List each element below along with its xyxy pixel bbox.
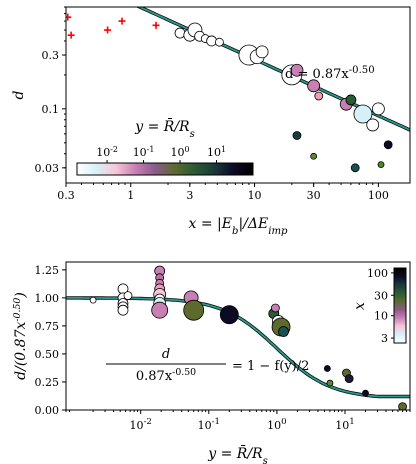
- bottom-ytick-label: 0.75: [35, 320, 60, 333]
- bottom-xtick-label: 10-2: [130, 417, 152, 432]
- bottom-colorbar: [393, 267, 407, 344]
- top-data-point: [371, 102, 385, 116]
- bottom-plot-area: [66, 265, 410, 410]
- top-axes-frame: [65, 6, 411, 184]
- bottom-data-point: [89, 296, 97, 304]
- bottom-xtick-label: 101: [335, 417, 355, 432]
- top-xtick-label: 1: [127, 189, 134, 202]
- bottom-colorbar-tick-label: 30: [374, 289, 388, 302]
- bottom-axes-frame: [65, 261, 411, 411]
- bottom-ytick-label: 0.25: [35, 376, 60, 389]
- bottom-colorbar-tick-label: 3: [381, 332, 388, 345]
- bottom-ytick-label: 0.00: [35, 404, 60, 417]
- bottom-data-point: [117, 304, 129, 316]
- top-colorbar-tick-label: 100: [171, 145, 190, 160]
- bottom-ytick-label: 1.25: [35, 264, 60, 277]
- bottom-data-point: [151, 301, 169, 319]
- top-plus-point: [67, 31, 75, 39]
- top-ytick-label: 0.3: [42, 49, 60, 62]
- top-data-point: [307, 79, 321, 93]
- bottom-data-point: [344, 374, 354, 384]
- top-data-point: [366, 118, 380, 132]
- top-plus-point: [104, 26, 112, 34]
- bottom-data-point: [362, 389, 369, 397]
- top-data-point: [383, 140, 393, 150]
- bottom-ytick-label: 1.00: [35, 292, 60, 305]
- top-xlabel: x = |Eb|/ΔEimp: [189, 216, 288, 237]
- top-ytick-label: 0.03: [35, 162, 60, 175]
- bottom-data-point: [123, 291, 133, 301]
- top-colorbar-tick-label: 101: [207, 145, 226, 160]
- bottom-colorbar-tick-label: 10: [374, 310, 388, 323]
- top-data-point: [206, 35, 218, 47]
- top-data-point: [353, 104, 373, 124]
- top-data-point: [290, 63, 304, 77]
- bottom-data-point: [270, 303, 280, 313]
- bottom-data-point: [183, 299, 205, 321]
- bottom-data-point: [326, 379, 334, 387]
- top-xtick-label: 10: [248, 189, 262, 202]
- top-plus-point: [152, 21, 160, 29]
- top-data-point: [174, 27, 186, 39]
- top-data-point: [377, 161, 385, 169]
- top-data-point: [215, 37, 224, 47]
- top-colorbar: [76, 162, 254, 176]
- top-plus-point: [66, 13, 72, 21]
- bottom-ylabel: d/(0.87x-0.50): [12, 292, 30, 380]
- top-colorbar-label: y = R̄/Rs: [134, 117, 195, 139]
- top-xtick-label: 0.3: [57, 189, 75, 202]
- bottom-colorbar-label: x: [352, 302, 368, 310]
- bottom-data-point: [219, 305, 239, 325]
- bottom-ytick-label: 0.50: [35, 348, 60, 361]
- bottom-annotation-denominator: 0.87x-0.50: [136, 367, 196, 385]
- top-colorbar-tick-label: 10-2: [96, 145, 118, 160]
- bottom-annotation-numerator: d: [162, 347, 170, 362]
- bottom-xtick-label: 10-1: [198, 417, 220, 432]
- top-colorbar-tick-label: 10-1: [133, 145, 155, 160]
- top-ylabel: d: [11, 90, 27, 99]
- top-plus-point: [118, 17, 126, 25]
- top-data-point: [350, 163, 360, 173]
- top-xtick-label: 3: [186, 189, 193, 202]
- top-data-point: [345, 94, 357, 106]
- top-xtick-label: 30: [307, 189, 321, 202]
- bottom-data-point: [398, 402, 407, 410]
- top-data-point: [314, 91, 324, 101]
- top-data-point: [255, 45, 269, 59]
- top-data-point: [292, 131, 302, 140]
- top-ytick-label: 0.1: [42, 103, 60, 116]
- bottom-colorbar-tick-label: 100: [367, 267, 388, 280]
- bottom-xlabel: y = R̄/Rs: [207, 444, 268, 464]
- bottom-xtick-label: 100: [267, 417, 287, 432]
- bottom-annotation-rhs: = 1 − f(y)/2: [232, 359, 309, 374]
- top-plot-area: [66, 7, 410, 173]
- bottom-data-point: [278, 326, 289, 337]
- top-xtick-label: 100: [368, 189, 389, 202]
- bottom-data-point: [323, 365, 331, 372]
- top-annotation: d = 0.87x-0.50: [285, 65, 375, 83]
- top-data-point: [310, 152, 318, 160]
